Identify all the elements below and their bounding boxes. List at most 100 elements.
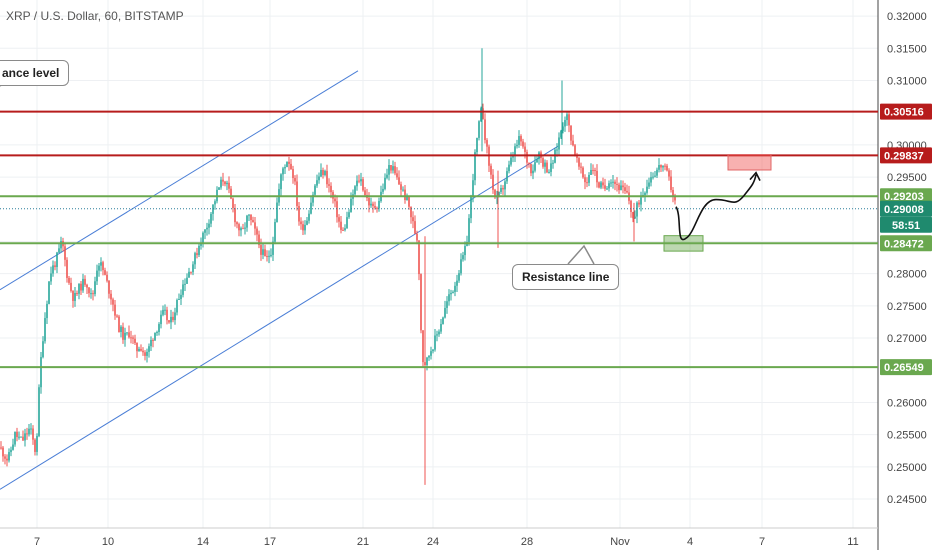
candle-body bbox=[508, 164, 510, 172]
candle-body bbox=[580, 166, 582, 168]
candle-body bbox=[556, 149, 558, 151]
candle-body bbox=[438, 331, 440, 335]
candle-body bbox=[576, 156, 578, 159]
candle-body bbox=[50, 273, 52, 282]
candle-body bbox=[374, 205, 376, 208]
price-label-box bbox=[880, 103, 932, 120]
candle-body bbox=[586, 182, 588, 184]
candle-body bbox=[244, 227, 246, 229]
candle-body bbox=[518, 136, 520, 145]
price-label: 0.26549 bbox=[884, 362, 924, 374]
candle-body bbox=[22, 436, 24, 441]
candle-body bbox=[436, 334, 438, 336]
y-tick-label: 0.31000 bbox=[887, 75, 927, 87]
candle-body bbox=[648, 182, 650, 187]
x-tick-label: 7 bbox=[34, 536, 40, 548]
x-tick-label: 14 bbox=[197, 536, 209, 548]
x-tick-label: 24 bbox=[427, 536, 439, 548]
y-tick-label: 0.25500 bbox=[887, 430, 927, 442]
candle-body bbox=[298, 206, 300, 222]
candle-body bbox=[400, 184, 402, 190]
candle-body bbox=[504, 181, 506, 190]
candle-body bbox=[526, 151, 528, 163]
candle-body bbox=[514, 146, 516, 156]
candle-body bbox=[262, 249, 264, 255]
candle-body bbox=[198, 245, 200, 255]
candle-body bbox=[24, 433, 26, 441]
candle-body bbox=[240, 228, 242, 231]
candle-body bbox=[422, 330, 424, 363]
candle-body bbox=[72, 290, 74, 301]
candle-body bbox=[484, 119, 486, 141]
candle-body bbox=[12, 444, 14, 450]
candle-body bbox=[596, 170, 598, 183]
candle-body bbox=[202, 232, 204, 244]
candle-body bbox=[128, 332, 130, 338]
candle-body bbox=[560, 130, 562, 138]
candle-body bbox=[454, 285, 456, 292]
candle-body bbox=[2, 447, 4, 457]
candle-body bbox=[668, 170, 670, 177]
candle-body bbox=[224, 181, 226, 185]
candle-body bbox=[200, 243, 202, 246]
candle-body bbox=[610, 182, 612, 184]
y-tick-label: 0.25000 bbox=[887, 462, 927, 474]
candle-body bbox=[228, 182, 230, 189]
resistance-line-callout: Resistance line bbox=[512, 264, 620, 290]
candle-body bbox=[8, 452, 10, 461]
candle-body bbox=[58, 248, 60, 253]
candle-body bbox=[614, 181, 616, 184]
x-tick-label: 28 bbox=[521, 536, 533, 548]
candle-body bbox=[532, 170, 534, 174]
candle-body bbox=[86, 284, 88, 288]
candle-body bbox=[408, 196, 410, 207]
candle-body bbox=[84, 278, 86, 285]
candle-body bbox=[618, 184, 620, 191]
candle-body bbox=[232, 198, 234, 209]
candle-body bbox=[226, 182, 228, 185]
candle-body bbox=[98, 265, 100, 271]
candle-body bbox=[570, 125, 572, 141]
candle-body bbox=[258, 234, 260, 246]
candle-body bbox=[458, 273, 460, 281]
candle-body bbox=[242, 228, 244, 230]
candle-body bbox=[368, 198, 370, 206]
candle-body bbox=[450, 292, 452, 295]
candle-body bbox=[452, 291, 454, 293]
candle-body bbox=[448, 294, 450, 302]
candle-body bbox=[256, 228, 258, 235]
price-label: 0.29203 bbox=[884, 191, 924, 203]
candle-body bbox=[364, 190, 366, 196]
candle-body bbox=[472, 180, 474, 196]
target-zone bbox=[727, 154, 772, 171]
candle-body bbox=[114, 304, 116, 316]
price-label-box bbox=[880, 359, 932, 376]
candle-body bbox=[286, 161, 288, 168]
candle-body bbox=[302, 224, 304, 231]
candle-body bbox=[30, 428, 32, 430]
candle-body bbox=[360, 179, 362, 182]
candle-body bbox=[238, 224, 240, 231]
candle-body bbox=[584, 177, 586, 183]
candle-body bbox=[78, 283, 80, 294]
candle-body bbox=[296, 181, 298, 207]
y-tick-label: 0.29500 bbox=[887, 172, 927, 184]
candle-body bbox=[144, 352, 146, 356]
candle-body bbox=[474, 152, 476, 181]
candle-body bbox=[348, 212, 350, 218]
candle-body bbox=[282, 168, 284, 175]
candle-body bbox=[236, 222, 238, 225]
candle-body bbox=[394, 166, 396, 174]
candle-body bbox=[396, 173, 398, 178]
candle-body bbox=[534, 162, 536, 171]
candle-body bbox=[334, 198, 336, 202]
candle-body bbox=[600, 182, 602, 188]
candle-body bbox=[284, 167, 286, 169]
candle-body bbox=[102, 262, 104, 271]
candle-body bbox=[190, 271, 192, 273]
candle-body bbox=[486, 140, 488, 147]
candle-body bbox=[370, 203, 372, 206]
candle-body bbox=[430, 351, 432, 356]
candle-body bbox=[440, 323, 442, 332]
candle-body bbox=[162, 309, 164, 315]
